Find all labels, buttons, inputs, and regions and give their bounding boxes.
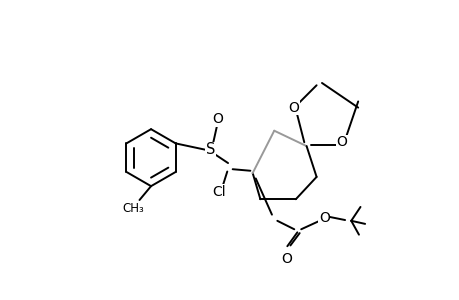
Text: S: S [205, 142, 214, 158]
Text: O: O [336, 135, 347, 149]
Text: Cl: Cl [212, 184, 225, 199]
Text: O: O [280, 252, 291, 266]
Text: O: O [212, 112, 223, 126]
Text: O: O [318, 211, 329, 225]
Text: O: O [287, 100, 298, 115]
Text: CH₃: CH₃ [122, 202, 144, 215]
